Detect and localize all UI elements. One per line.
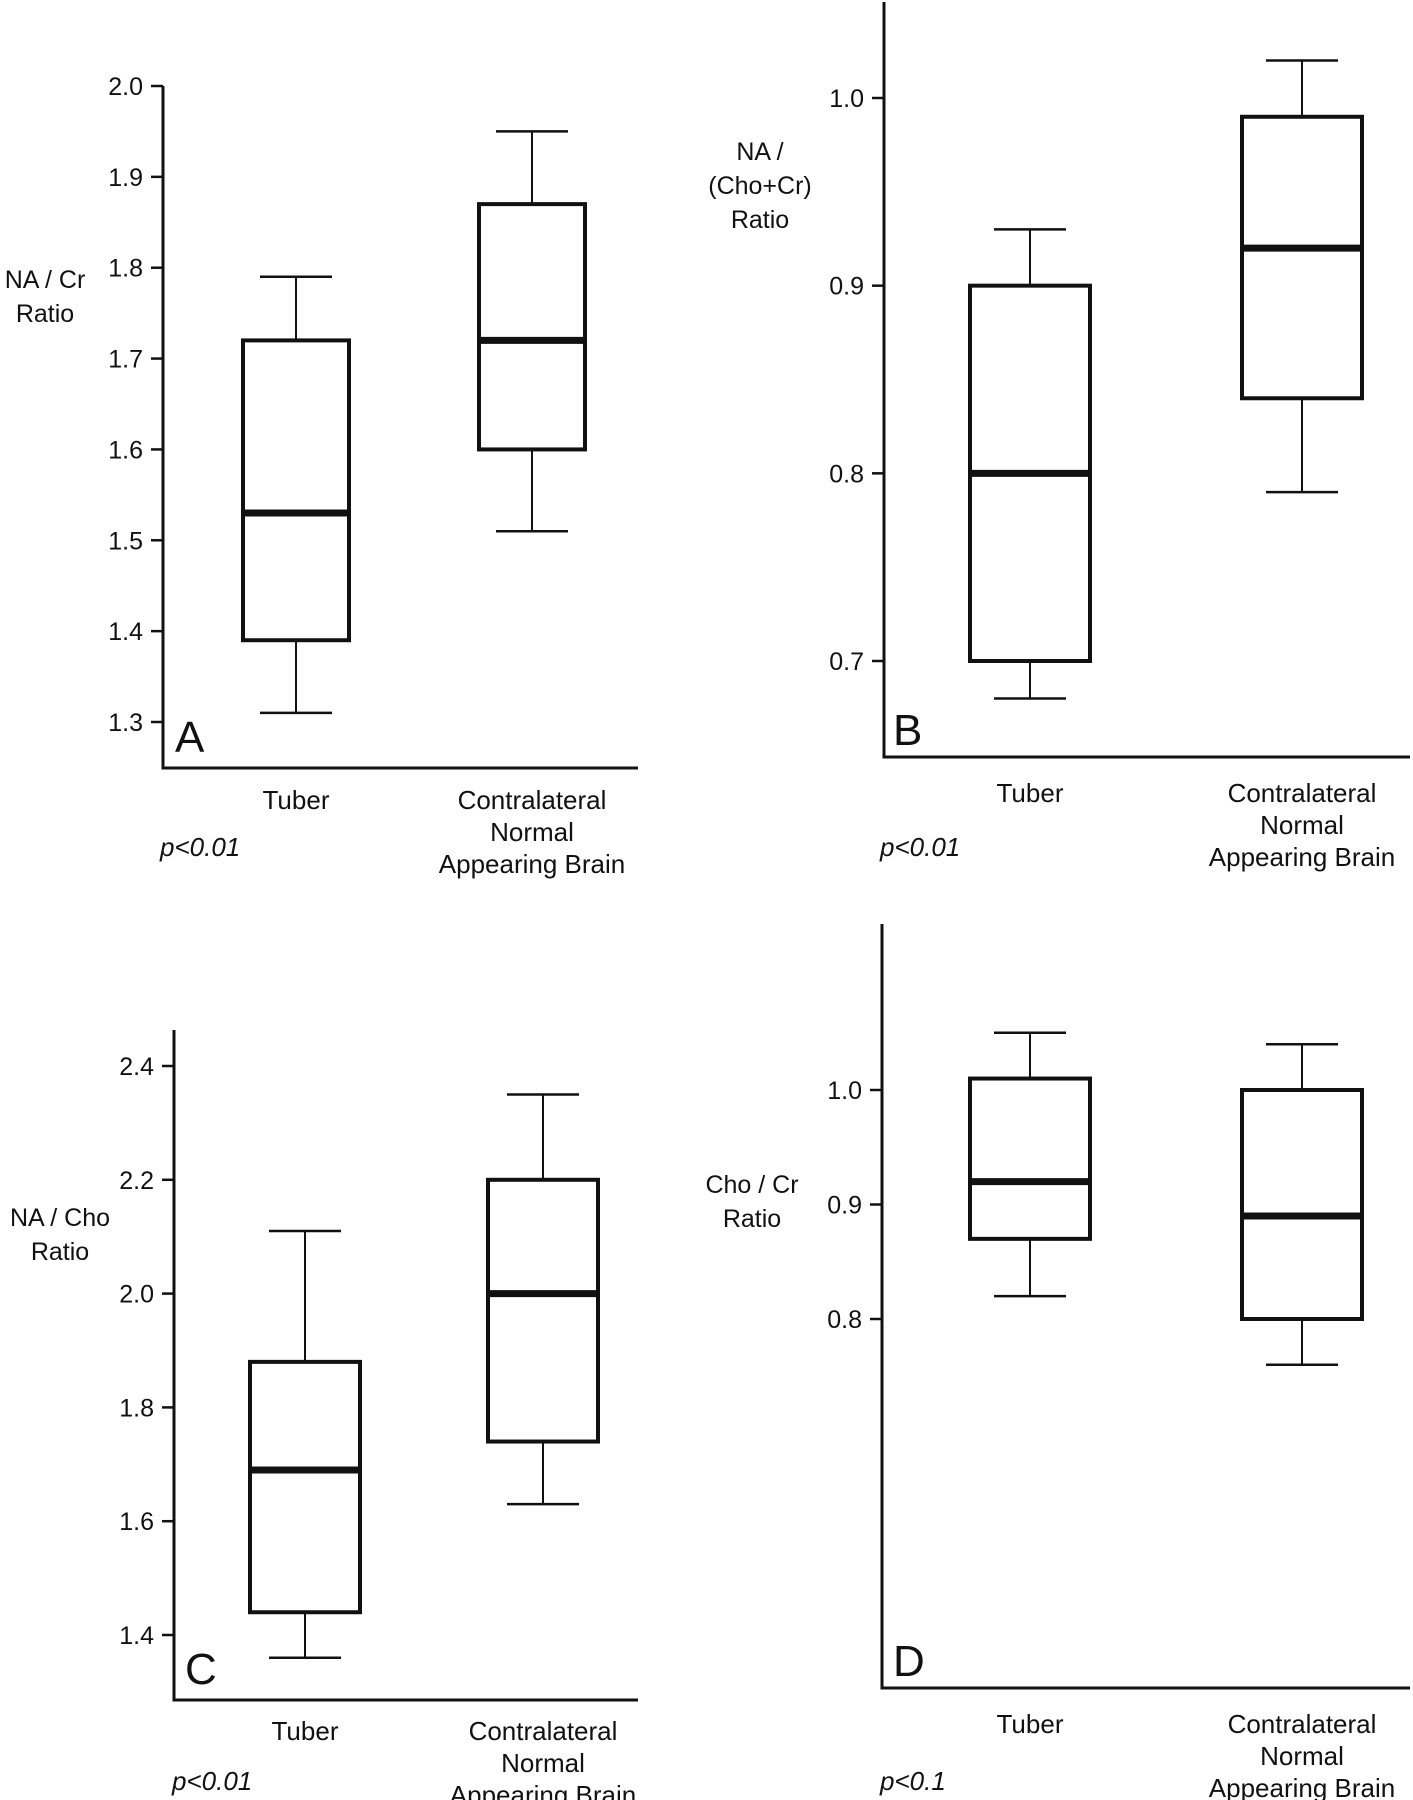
panel-d: 0.8 0.9 1.0 Cho / Cr Ratio Tuber Contralateral… [705, 924, 1410, 1800]
y-tick-label: 1.4 [108, 618, 143, 646]
box-tuber [968, 1031, 1092, 1298]
y-tick-label: 0.9 [829, 273, 864, 301]
y-tick-label: 1.3 [108, 709, 143, 737]
p-value-annotation: p<0.1 [879, 1766, 946, 1796]
box-contralateral [477, 130, 587, 533]
x-category-label: Contralateral [469, 1716, 618, 1746]
x-category-label: Tuber [997, 1709, 1064, 1739]
y-tick-label: 1.4 [119, 1622, 154, 1650]
y-tick-label: 1.9 [108, 164, 143, 192]
box-iqr [241, 338, 351, 643]
y-axis-label: (Cho+Cr) [708, 172, 812, 200]
y-tick-label: 1.8 [108, 255, 143, 283]
panel-letter: A [175, 713, 205, 762]
box-contralateral [1240, 1042, 1364, 1367]
x-category-label: Contralateral [1228, 778, 1377, 808]
y-tick-label: 1.6 [108, 436, 143, 464]
y-tick-label: 2.4 [119, 1053, 154, 1081]
y-tick-label: 0.8 [829, 460, 864, 488]
y-axis-label: NA / Cr [5, 266, 86, 294]
y-tick-label: 2.2 [119, 1167, 154, 1195]
box-iqr [248, 1359, 362, 1615]
p-value-annotation: p<0.01 [171, 1766, 252, 1796]
box-iqr [477, 202, 587, 452]
x-category-label: Contralateral [458, 785, 607, 815]
x-category-label: Normal [501, 1748, 585, 1778]
x-category-label: Normal [1260, 810, 1344, 840]
panel-b: 0.7 0.8 0.9 1.0 NA / (Cho+Cr) Ratio Tuber Contra… [708, 2, 1410, 872]
box-contralateral [1240, 59, 1364, 494]
y-tick-label: 2.0 [108, 73, 143, 101]
box-iqr [1240, 114, 1364, 401]
x-category-label: Normal [1260, 1741, 1344, 1771]
panel-letter: C [185, 1645, 217, 1694]
x-category-label: Tuber [272, 1716, 339, 1746]
panel-a: 1.3 1.4 1.5 1.6 1.7 1.8 1.9 2.0 NA / Cr Ratio Tube… [5, 73, 638, 879]
y-tick-label: 1.0 [827, 1077, 862, 1105]
panel-c: 1.4 1.6 1.8 2.0 2.2 2.4 NA / Cho Ratio Tuber Cont… [10, 1030, 638, 1800]
y-tick-label: 2.0 [119, 1281, 154, 1309]
x-category-label: Appearing Brain [439, 849, 625, 879]
x-category-label: Appearing Brain [1209, 842, 1395, 872]
y-tick-label: 1.6 [119, 1508, 154, 1536]
y-tick-label: 1.5 [108, 527, 143, 555]
y-axis-label: Ratio [731, 206, 789, 234]
y-axis-label: Ratio [723, 1205, 781, 1233]
box-contralateral [486, 1093, 600, 1506]
y-axis-label: NA / [736, 138, 783, 166]
x-category-label: Appearing Brain [450, 1780, 636, 1800]
x-category-label: Tuber [263, 785, 330, 815]
box-tuber [968, 228, 1092, 700]
box-iqr [486, 1177, 600, 1444]
y-tick-label: 1.0 [829, 85, 864, 113]
y-axis-label: Cho / Cr [705, 1171, 798, 1199]
y-axis-label: NA / Cho [10, 1204, 110, 1232]
x-category-label: Normal [490, 817, 574, 847]
y-axis-label: Ratio [31, 1238, 89, 1266]
panel-letter: D [893, 1637, 925, 1686]
y-tick-label: 0.8 [827, 1306, 862, 1334]
panel-letter: B [893, 706, 922, 755]
x-category-label: Appearing Brain [1209, 1773, 1395, 1800]
x-category-label: Contralateral [1228, 1709, 1377, 1739]
y-tick-label: 0.7 [829, 648, 864, 676]
y-tick-label: 1.7 [108, 346, 143, 374]
box-iqr [968, 1076, 1092, 1241]
p-value-annotation: p<0.01 [159, 832, 240, 862]
p-value-annotation: p<0.01 [879, 832, 960, 862]
y-axis-label: Ratio [16, 300, 74, 328]
y-tick-label: 1.8 [119, 1394, 154, 1422]
box-tuber [248, 1229, 362, 1660]
box-tuber [241, 275, 351, 715]
box-iqr [1240, 1088, 1364, 1321]
x-category-label: Tuber [997, 778, 1064, 808]
y-tick-label: 0.9 [827, 1192, 862, 1220]
